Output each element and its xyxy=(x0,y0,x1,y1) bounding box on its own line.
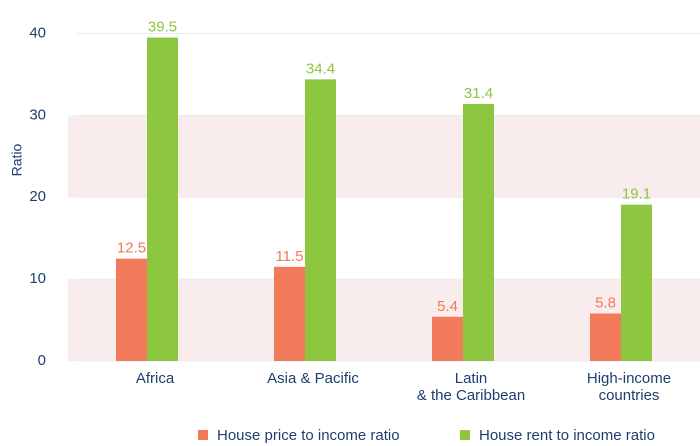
value-label: 11.5 xyxy=(275,248,303,265)
y-tick-label: 20 xyxy=(29,188,46,205)
x-tick-line: & the Caribbean xyxy=(417,387,525,404)
value-label: 12.5 xyxy=(117,240,146,257)
x-tick-line: Africa xyxy=(136,370,175,387)
y-tick-label: 0 xyxy=(38,352,46,369)
legend-label: House price to income ratio xyxy=(217,427,400,444)
x-tick-label: Africa xyxy=(136,370,175,387)
y-axis-label: Ratio xyxy=(9,143,25,176)
legend-swatch xyxy=(460,430,470,440)
legend-label: House rent to income ratio xyxy=(479,427,655,444)
x-tick-label: Asia & Pacific xyxy=(267,370,359,387)
value-label: 34.4 xyxy=(306,60,335,77)
bar xyxy=(274,266,305,361)
bar xyxy=(463,103,494,361)
x-tick-label: Latin & the Caribbean xyxy=(417,370,525,404)
bar xyxy=(305,79,336,361)
x-tick-line: Asia & Pacific xyxy=(267,370,359,387)
legend-swatch xyxy=(198,430,208,440)
x-tick-line: Latin xyxy=(455,370,488,387)
bar xyxy=(590,313,621,361)
bar xyxy=(116,258,147,361)
y-tick-label: 40 xyxy=(29,24,46,41)
bar xyxy=(432,316,463,361)
bar xyxy=(147,37,178,361)
y-tick-label: 10 xyxy=(29,270,46,287)
bar xyxy=(621,204,652,361)
x-tick-label: High-income countries xyxy=(587,370,671,404)
value-label: 19.1 xyxy=(622,186,651,203)
value-label: 5.8 xyxy=(595,294,616,311)
value-label: 31.4 xyxy=(464,85,493,102)
value-label: 5.4 xyxy=(437,298,458,315)
value-label: 39.5 xyxy=(148,19,177,36)
y-tick-label: 30 xyxy=(29,106,46,123)
x-tick-line: High-income xyxy=(587,370,671,387)
x-tick-line: countries xyxy=(599,387,660,404)
